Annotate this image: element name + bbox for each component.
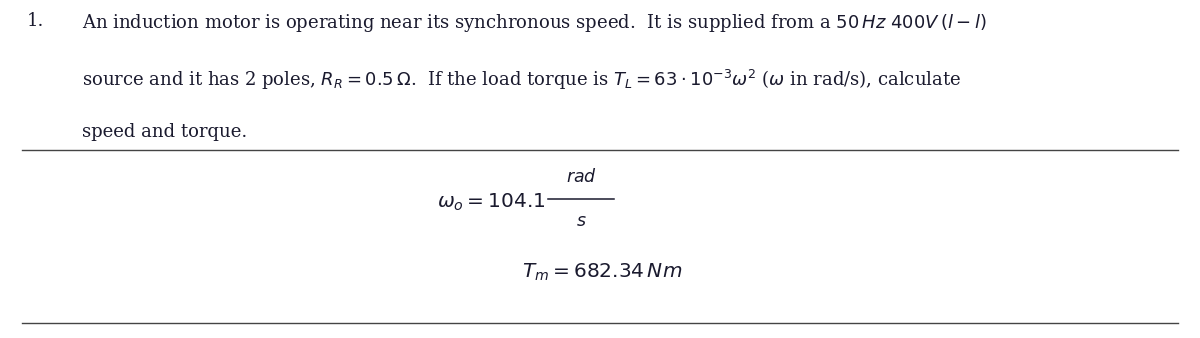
Text: $T_m = 682.34\,Nm$: $T_m = 682.34\,Nm$ — [522, 261, 683, 283]
Text: 1.: 1. — [26, 12, 43, 30]
Text: $rad$: $rad$ — [566, 168, 596, 187]
Text: source and it has 2 poles, $R_R = 0.5\,\Omega$.  If the load torque is $T_L = 63: source and it has 2 poles, $R_R = 0.5\,\… — [82, 68, 961, 92]
Text: speed and torque.: speed and torque. — [82, 123, 247, 141]
Text: $s$: $s$ — [576, 213, 587, 230]
Text: $\omega_o = 104.1$: $\omega_o = 104.1$ — [438, 192, 546, 214]
Text: An induction motor is operating near its synchronous speed.  It is supplied from: An induction motor is operating near its… — [82, 12, 986, 34]
